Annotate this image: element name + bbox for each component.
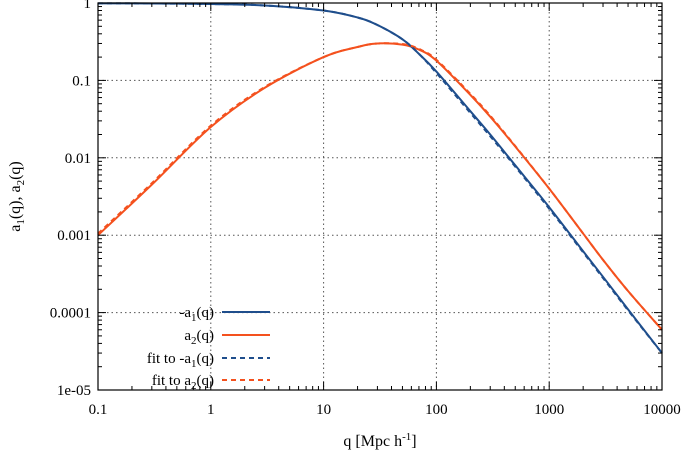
y-tick-labels: 1 0.1 0.01 0.001 0.0001 1e-05 — [50, 0, 91, 399]
series-line-a2 — [97, 42, 663, 331]
x-axis-label: q [Mpc h-1] — [343, 431, 416, 450]
x-tick-label: 1 — [207, 402, 215, 418]
legend: -a1(q) a2(q) fit to -a1(q) fit to a2(q) — [147, 305, 270, 392]
y-tick-label: 0.001 — [57, 228, 91, 244]
x-tick-label: 100 — [425, 402, 448, 418]
plot-frame — [97, 2, 663, 391]
y-tick-label: 0.01 — [65, 151, 91, 167]
tick-marks — [97, 2, 663, 391]
grid-lines — [98, 3, 662, 390]
y-tick-label: 1e-05 — [57, 383, 91, 399]
x-tick-label: 1000 — [534, 402, 564, 418]
y-tick-label: 0.1 — [72, 73, 91, 89]
y-tick-label: 1 — [84, 0, 92, 12]
y-axis-label: a1(q), a2(q) — [7, 161, 27, 232]
series-layer — [97, 2, 663, 354]
series-line-neg-a1 — [97, 2, 663, 354]
y-tick-label: 0.0001 — [50, 306, 91, 322]
x-tick-label: 0.1 — [89, 402, 108, 418]
legend-label-neg-a1: -a1(q) — [179, 305, 214, 324]
x-tick-labels: 0.1 1 10 100 1000 10000 — [89, 402, 681, 418]
x-tick-label: 10000 — [643, 402, 681, 418]
legend-label-a2: a2(q) — [184, 328, 214, 347]
legend-label-fit-neg-a1: fit to -a1(q) — [147, 351, 214, 370]
series-line-fit-neg-a1 — [97, 2, 663, 354]
x-tick-label: 10 — [316, 402, 331, 418]
series-line-fit-a2 — [97, 42, 663, 331]
legend-label-fit-a2: fit to a2(q) — [152, 373, 214, 392]
